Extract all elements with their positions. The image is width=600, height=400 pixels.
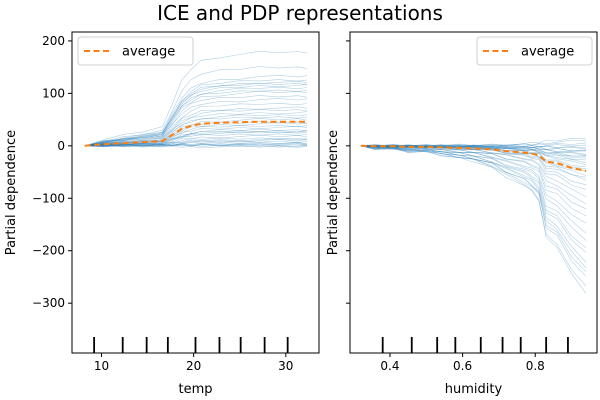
ice-curve — [360, 145, 587, 294]
ice-curve — [360, 145, 587, 198]
ice-curve — [84, 111, 308, 147]
ice-curve — [84, 138, 308, 148]
ice-curve — [84, 86, 308, 147]
ice-curve — [84, 74, 308, 147]
ice-curve — [84, 114, 308, 147]
legend-label: average — [122, 45, 175, 60]
x-axis-label: temp — [178, 382, 212, 397]
ice-curve — [84, 137, 308, 148]
ice-curve — [84, 80, 308, 147]
ice-curve — [360, 145, 587, 263]
x-tick-label: 0.8 — [526, 359, 545, 373]
ice-curve — [84, 142, 308, 147]
ice-curve — [84, 102, 308, 147]
x-tick-label: 0.6 — [453, 359, 472, 373]
axes-frame — [349, 31, 598, 354]
y-tick-label: −100 — [32, 191, 65, 205]
ice-curve — [360, 145, 587, 277]
ice-curve — [360, 145, 587, 287]
ice-curve — [84, 83, 308, 147]
ice-curve — [360, 145, 587, 269]
panel-temp: 10 20 30 −300 −200 −100 0 100 200 temp Partial dep… — [4, 31, 320, 397]
ice-curve — [360, 145, 587, 205]
ice-curve — [360, 145, 587, 272]
ice-curve — [84, 130, 308, 147]
ice-curve — [360, 144, 587, 157]
ice-curve — [360, 145, 587, 241]
panel-humidity: 0.4 0.6 0.8 humidity Partial dependence avera… — [326, 31, 598, 397]
ice-curve — [84, 141, 308, 147]
y-axis-label: Partial dependence — [4, 130, 19, 255]
ice-curve — [84, 128, 308, 147]
y-tick-label: −300 — [32, 296, 65, 310]
ice-curve — [84, 79, 308, 147]
ice-curve — [360, 145, 587, 234]
ice-curve — [84, 122, 308, 147]
y-tick-label: 100 — [42, 86, 65, 100]
ice-curve — [84, 144, 308, 148]
x-tick-label: 20 — [186, 359, 201, 373]
ice-curve — [84, 108, 308, 147]
ice-curve — [84, 137, 308, 147]
ice-curve — [360, 142, 587, 148]
ice-curve — [84, 116, 308, 147]
ice-curve — [360, 145, 587, 253]
ice-curve — [84, 143, 308, 148]
ice-curve — [84, 89, 308, 147]
average-curve — [84, 120, 307, 147]
ice-curve — [84, 82, 308, 147]
ice-curve — [360, 144, 587, 152]
y-tick-label: 0 — [57, 139, 65, 153]
legend-box — [476, 36, 593, 66]
ice-curve — [360, 145, 587, 224]
axes-frame — [71, 31, 320, 354]
ice-curve — [84, 143, 308, 147]
ice-curve — [360, 145, 587, 210]
ice-curve — [84, 142, 308, 148]
ice-curve — [84, 90, 308, 147]
ice-curve — [84, 124, 308, 147]
legend-label: average — [521, 45, 574, 60]
x-tick-label: 10 — [94, 359, 109, 373]
ice-curve — [84, 130, 308, 147]
ice-curve — [360, 144, 587, 161]
x-tick-label: 30 — [278, 359, 293, 373]
ice-curve — [84, 66, 308, 147]
x-axis-label: humidity — [445, 382, 503, 397]
ice-curve — [84, 134, 308, 147]
ice-curve — [360, 145, 587, 249]
ice-curve — [360, 145, 587, 190]
y-axis-label: Partial dependence — [326, 130, 341, 255]
ice-curve — [84, 98, 308, 147]
ice-curve — [84, 95, 308, 147]
ice-curve — [84, 144, 308, 149]
y-tick-label: −200 — [32, 244, 65, 258]
ice-curve — [84, 50, 308, 147]
ice-curve — [360, 137, 587, 147]
ice-curve — [84, 133, 308, 147]
figure-title: ICE and PDP representations — [157, 1, 443, 25]
average-curve — [360, 144, 587, 172]
x-tick-label: 0.4 — [380, 359, 399, 373]
ice-curve — [84, 131, 308, 147]
y-tick-label: 200 — [42, 34, 65, 48]
legend-box — [77, 36, 194, 66]
ice-curve — [84, 140, 308, 147]
ice-curve — [84, 106, 308, 147]
ice-curve — [84, 125, 308, 147]
